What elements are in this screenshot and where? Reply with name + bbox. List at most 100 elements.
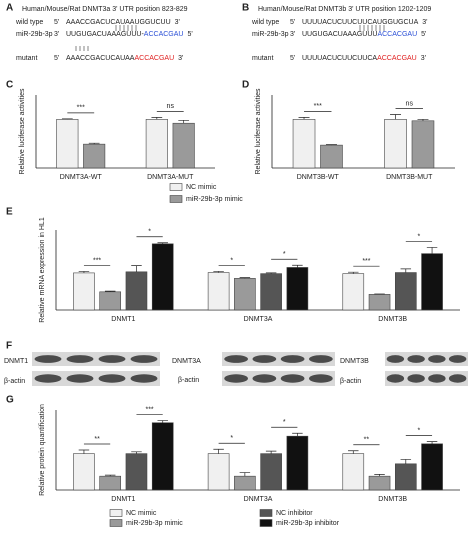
error-bar [426,441,438,444]
row-name: miR-29b-3p [252,31,289,38]
blot-band [252,355,277,363]
bar [260,453,282,491]
bar [125,453,148,491]
blot-band [448,355,467,363]
error-bar [213,271,224,273]
blot-band [252,374,277,383]
error-bar [292,432,303,437]
error-bar [417,118,429,121]
sequence-part: UUUUACUCUUCUUCAUGGUGCUA [302,19,419,26]
bar [99,475,122,491]
row-end: 5' [421,31,426,38]
bar [151,243,174,311]
legend-swatch [109,509,123,517]
blot-band [224,374,248,383]
significance-label: ns [167,103,175,110]
row-name: mutant [252,55,273,62]
significance-label: ** [94,436,100,443]
blot-membrane [385,371,468,386]
row-end: 3' [290,31,295,38]
bar [260,273,282,311]
row-end: 5' [290,55,295,62]
sequence-site: ACCACGAU [377,31,417,38]
bar [411,120,435,169]
sequence-part: UUGUGACUAAAGUUU- [66,31,144,38]
sequence-part: UUUUACUCUUCUUCA [302,55,377,62]
bar [73,272,95,311]
panel-title: Human/Mouse/Rat DNMT3a 3' UTR position 8… [22,6,188,13]
bar [234,475,256,491]
significance-label: * [283,419,286,426]
blot-membrane [32,352,160,366]
bar [394,272,417,311]
error-bar [88,142,100,145]
row-end: 5' [54,55,59,62]
blot-band [98,374,126,383]
bar [207,272,230,311]
error-bar [292,264,303,268]
significance-label: * [230,435,233,442]
bar [286,267,309,311]
blot-label: DNMT1 [4,358,28,365]
legend-swatch [109,519,123,527]
panel-title: Human/Mouse/Rat DNMT3b 3' UTR position 1… [258,6,431,13]
error-bar [239,277,251,279]
error-bar [348,271,359,274]
blot-band [407,374,425,383]
legend-swatch [259,519,273,527]
panel-letter: F [6,341,12,352]
bar [421,253,443,311]
error-bar [400,459,412,464]
significance-label: *** [362,258,370,265]
bar [368,294,391,311]
blot-membrane [32,371,160,386]
blot-label: β-actin [340,378,361,385]
blot-label: DNMT3A [172,358,201,365]
bar [368,475,391,491]
bar [342,273,365,311]
x-tick-label: DNMT3B [378,496,407,503]
blot-band [407,355,425,363]
row-end: 5' [290,19,295,26]
blot-label: β-actin [4,378,25,385]
sequence-part: UUGUGACUAAAGUUU [302,31,377,38]
significance-label: ns [406,100,414,107]
sequence-part: AAACCGACUCAUAAUGGUCUU [66,19,171,26]
sequence: UUUUACUCUUCUUCAUGGUGCUA [302,19,419,26]
sequence-site: ACCACGAU [144,31,184,38]
pairing-lines [75,25,385,51]
error-bar [213,448,224,454]
x-tick-label: DNMT3A-MUT [147,174,194,181]
error-bar [178,119,190,124]
bar [292,119,316,169]
x-tick-label: DNMT3A [244,316,273,323]
legend-swatch [259,509,273,517]
row-name: mutant [16,55,37,62]
x-tick-label: DNMT3B-WT [297,174,340,181]
error-bar [390,114,402,120]
bar [421,443,443,491]
error-bar [131,451,142,454]
bar [83,143,106,169]
panel-letter: A [6,3,13,14]
bar [73,453,95,491]
bar [207,453,230,491]
blot-band [309,374,333,383]
bar [342,453,365,491]
error-bar [265,272,277,274]
error-bar [104,474,116,477]
sequence: AAACCGACUCAUAAUGGUCUU [66,19,171,26]
legend-swatch [169,183,183,191]
row-end: 3' [175,19,180,26]
significance-label: *** [77,105,85,112]
legend-label: miR-29b-3p mimic [186,196,243,203]
row-end: 5' [54,19,59,26]
legend-label: NC mimic [186,184,217,191]
x-tick-label: DNMT3B [378,316,407,323]
sequence: AAACCGACUCAUAAACCACGAU [66,55,174,62]
bar [151,422,174,491]
y-axis-label: Relative luciferase activities [255,88,262,174]
row-name: wild type [251,19,279,26]
significance-label: * [283,251,286,258]
sequence: UUGUGACUAAAGUUU-ACCACGAU [66,31,183,38]
